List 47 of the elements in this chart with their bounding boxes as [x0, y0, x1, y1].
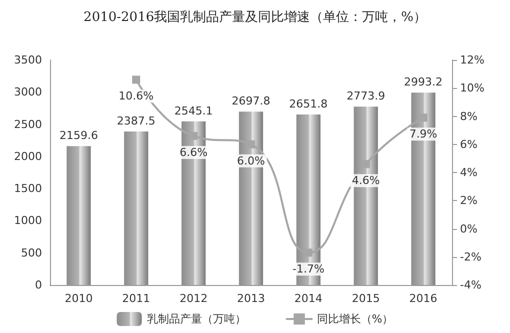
x-tick-label: 2011 — [122, 292, 150, 305]
bar — [66, 146, 91, 285]
y-tick-label: 3000 — [14, 86, 42, 99]
y2-tick-label: 10% — [460, 82, 484, 95]
y-tick-label: 2000 — [14, 150, 42, 163]
data-label: 7.9% — [409, 128, 438, 141]
y2-tick-label: -4% — [460, 278, 482, 292]
data-label: 2159.6 — [59, 129, 98, 142]
x-tick-label: 2014 — [294, 292, 322, 305]
y2-tick-label: 12% — [460, 54, 484, 66]
point — [132, 76, 140, 84]
data-label: 6.6% — [180, 146, 208, 159]
legend-label: 同比增长（%） — [316, 312, 394, 326]
bar — [411, 92, 436, 285]
data-label: 4.6% — [352, 174, 380, 188]
y-tick-label: 1000 — [14, 214, 42, 228]
data-label: 6.0% — [237, 154, 265, 168]
bar — [238, 112, 264, 285]
y-tick-label: 2500 — [14, 118, 42, 131]
y2-tick-label: 6% — [460, 138, 478, 151]
chart-title: 2010-2016我国乳制品产量及同比增速（单位：万吨，%） — [84, 10, 426, 25]
bar — [124, 132, 148, 285]
y2-tick-label: 0% — [460, 222, 478, 236]
y-tick-label: 3500 — [14, 54, 42, 66]
y2-tick-label: -2% — [460, 250, 482, 264]
data-label: 10.6% — [118, 90, 154, 103]
y-tick-label: 1500 — [14, 182, 42, 196]
data-label: 2387.5 — [116, 114, 156, 128]
data-label: 2697.8 — [232, 94, 270, 108]
bar — [354, 106, 378, 285]
data-label: 2993.2 — [404, 76, 443, 89]
x-tick-label: 2013 — [237, 292, 265, 305]
bar — [182, 121, 206, 285]
y-tick-label: 500 — [21, 246, 42, 260]
x-tick-label: 2012 — [180, 292, 208, 305]
y2-tick-label: 2% — [460, 194, 478, 208]
y-tick-label: 0 — [35, 278, 42, 292]
legend-label: 乳制品产量（万吨） — [146, 312, 246, 326]
data-label: 2773.9 — [346, 90, 386, 103]
x-tick-label: 2015 — [352, 292, 380, 305]
y2-tick-label: 4% — [460, 166, 478, 179]
data-label: 2651.8 — [289, 98, 328, 111]
data-label: 2545.1 — [174, 104, 213, 118]
x-tick-label: 2010 — [64, 292, 93, 305]
y2-tick-label: 8% — [460, 110, 478, 123]
data-label: -1.7% — [292, 262, 324, 276]
x-tick-label: 2016 — [409, 292, 438, 305]
